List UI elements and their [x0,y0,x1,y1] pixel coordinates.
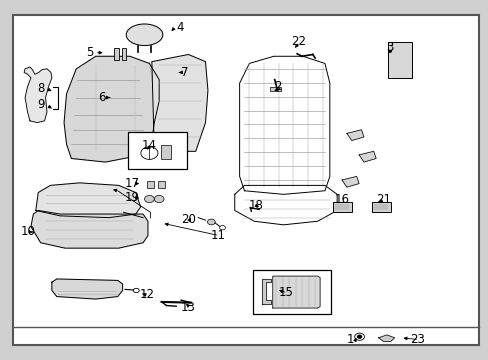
Text: 19: 19 [125,192,140,204]
FancyBboxPatch shape [252,270,330,314]
Polygon shape [31,211,148,248]
Polygon shape [36,183,141,218]
Polygon shape [346,130,363,140]
Polygon shape [358,151,375,162]
Text: 3: 3 [385,41,392,54]
Circle shape [154,195,163,203]
Text: 7: 7 [181,66,188,79]
Text: 12: 12 [139,288,154,301]
Text: 1: 1 [346,333,354,346]
Text: 5: 5 [86,46,93,59]
Bar [332,202,351,212]
Text: 10: 10 [20,225,35,238]
Text: 21: 21 [375,193,390,206]
Text: 17: 17 [125,177,140,190]
Bar [122,48,126,60]
FancyBboxPatch shape [128,132,187,168]
Text: 16: 16 [334,193,349,206]
Text: 14: 14 [142,139,157,152]
Polygon shape [152,54,207,151]
Polygon shape [261,279,271,304]
Circle shape [133,288,139,293]
Text: 20: 20 [181,213,196,226]
Text: 9: 9 [37,98,45,111]
Polygon shape [24,67,52,123]
Polygon shape [272,276,320,308]
Polygon shape [52,279,122,299]
Bar [160,145,171,159]
Ellipse shape [126,24,163,45]
Text: 4: 4 [176,21,183,34]
Text: 15: 15 [278,287,293,300]
Polygon shape [64,56,159,162]
Bar [158,181,164,188]
Polygon shape [378,335,394,341]
Text: 13: 13 [181,301,196,314]
Text: 18: 18 [248,199,264,212]
Text: 8: 8 [37,82,44,95]
Text: 2: 2 [273,80,281,93]
Bar [114,48,119,60]
Text: 23: 23 [409,333,424,346]
Circle shape [357,335,361,338]
Bar [387,42,411,78]
Text: 11: 11 [210,229,225,242]
Circle shape [144,195,154,203]
Circle shape [219,226,225,230]
Circle shape [354,333,364,340]
Circle shape [207,219,215,225]
Text: 22: 22 [290,35,305,49]
Text: 6: 6 [98,91,105,104]
Bar [147,181,154,188]
Polygon shape [341,176,358,187]
Bar [270,87,281,91]
Bar [371,202,390,212]
